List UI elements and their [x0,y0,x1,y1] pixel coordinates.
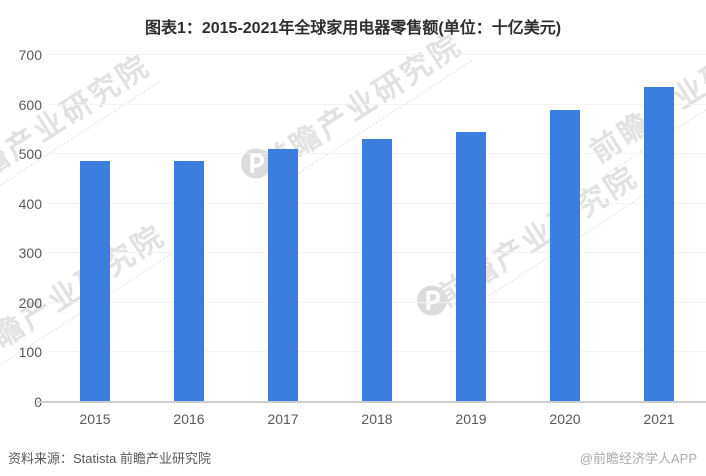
y-axis: 0100200300400500600700 [0,47,42,410]
bar-2019 [456,132,486,402]
bar-2021 [644,87,674,402]
y-tick-300: 300 [18,245,42,262]
x-label-2021: 2021 [643,411,675,427]
x-label-2020: 2020 [549,411,581,427]
bar-column-2021 [612,55,706,402]
bar-column-2019 [424,55,518,402]
y-tick-100: 100 [18,344,42,361]
bar-2016 [174,160,204,402]
qianzhan-logo-icon [240,148,272,185]
plot-area [48,54,706,402]
x-label-2016: 2016 [173,411,205,427]
chart-title: 图表1：2015-2021年全球家用电器零售额(单位：十亿美元) [144,20,562,37]
y-tick-600: 600 [18,96,42,113]
bar-2017 [268,148,298,402]
bar-column-2016 [142,55,236,402]
bar-2020 [550,109,580,402]
bar-column-2020 [518,55,612,402]
x-label-2017: 2017 [267,411,299,427]
y-tick-500: 500 [18,146,42,163]
bars-container [48,55,706,402]
credit-note: @前瞻经济学人APP [579,451,697,466]
source-note: 资料来源：Statista 前瞻产业研究院 [8,451,211,466]
x-axis-line [37,401,706,403]
bar-2018 [362,138,392,402]
x-label-2015: 2015 [79,411,111,427]
y-tick-200: 200 [18,294,42,311]
x-axis: 2015 2016 2017 2018 2019 2020 2021 [48,411,706,427]
y-tick-400: 400 [18,195,42,212]
x-label-2019: 2019 [455,411,487,427]
bar-2015 [80,160,110,402]
bar-column-2018 [330,55,424,402]
gridline-700 [48,54,706,55]
bar-column-2015 [48,55,142,402]
x-label-2018: 2018 [361,411,393,427]
y-tick-700: 700 [18,47,42,63]
bar-column-2017 [236,55,330,402]
gridline-600 [48,103,706,105]
